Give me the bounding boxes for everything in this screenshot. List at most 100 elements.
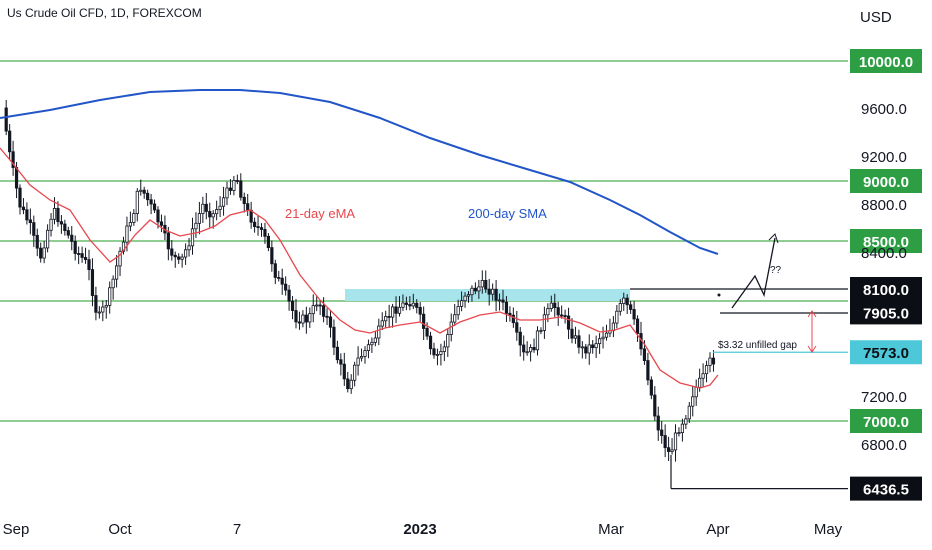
candle-body — [422, 313, 426, 329]
candle-body — [546, 308, 550, 316]
resistance-zone — [345, 289, 630, 301]
projection-path — [731, 237, 776, 309]
candle-body — [115, 265, 119, 280]
price-badge — [850, 277, 922, 301]
candle-body — [446, 334, 450, 348]
x-tick-label: Oct — [108, 521, 132, 538]
y-tick-label: 9600.0 — [861, 101, 907, 118]
candle-body — [201, 203, 205, 215]
price-badge-label: 6436.5 — [863, 482, 909, 499]
candle-body — [228, 187, 233, 191]
candle-body — [239, 180, 243, 198]
candle-body — [142, 189, 146, 194]
candle-body — [535, 330, 540, 351]
x-axis: Sep Oct 7 2023 Mar Apr May — [3, 521, 843, 538]
candle-body — [415, 302, 419, 308]
y-tick-label: 7200.0 — [861, 389, 907, 406]
candle-body — [259, 227, 264, 230]
candle-body — [680, 423, 685, 433]
candle-body — [256, 226, 260, 229]
candle-body — [515, 322, 519, 333]
candle-body — [359, 355, 364, 359]
candle-body — [453, 314, 457, 323]
candle-body — [635, 318, 640, 334]
candle-body — [384, 316, 388, 322]
candle-body — [146, 192, 150, 201]
candle-body — [539, 329, 543, 332]
candle-body — [287, 289, 291, 302]
candle-body — [632, 309, 636, 320]
price-badge — [850, 340, 922, 365]
candle-body — [35, 234, 39, 249]
candle-body — [387, 316, 391, 318]
marker-dot — [717, 293, 721, 297]
candle-body — [598, 338, 602, 345]
candle-body — [135, 190, 139, 214]
candle-body — [101, 306, 105, 313]
candle-body — [532, 347, 536, 351]
y-axis: 9600.0 9200.0 8800.0 8400.0 7200.0 6800.0 — [861, 101, 907, 454]
candle-body — [215, 209, 219, 215]
candle-body — [687, 405, 691, 420]
chart-title: Us Crude Oil CFD, 1D, FOREXCOM — [7, 6, 202, 20]
candle-body — [311, 305, 315, 315]
projection-annotation: ?? — [770, 265, 782, 276]
candle-body — [149, 199, 153, 205]
ema-label: 21-day eMA — [285, 206, 355, 221]
price-badge — [850, 300, 922, 325]
candle-body — [563, 315, 567, 317]
candle-body — [177, 256, 181, 260]
candle-body — [187, 245, 191, 251]
candle-body — [73, 241, 77, 254]
candle-body — [108, 287, 112, 306]
candle-body — [132, 213, 136, 223]
candle-body — [308, 313, 312, 323]
candle-body — [297, 321, 302, 324]
horizontal-levels — [0, 60, 848, 422]
candle-body — [477, 286, 481, 292]
candle-body — [18, 187, 22, 208]
candle-body — [432, 348, 436, 356]
candle-body — [111, 278, 115, 289]
candle-body — [315, 304, 319, 307]
candle-body — [97, 311, 101, 314]
candle-body — [411, 302, 415, 307]
candle-body — [604, 332, 609, 338]
annotations — [630, 233, 848, 490]
candle-body — [491, 288, 495, 295]
candle-body — [708, 357, 712, 366]
candle-body — [694, 386, 698, 398]
y-tick-label: 6800.0 — [861, 437, 907, 454]
candle-body — [166, 232, 170, 250]
candle-body — [701, 373, 705, 379]
candle-body — [673, 432, 678, 451]
candle-body — [70, 234, 74, 242]
candle-body — [542, 314, 547, 331]
candle-body — [183, 249, 188, 258]
candle-body — [684, 418, 688, 425]
candle-body — [66, 230, 70, 236]
candle-body — [553, 302, 557, 309]
candle-body — [273, 263, 277, 278]
candle-body — [670, 449, 674, 452]
candle-body — [263, 229, 267, 237]
candle-body — [211, 213, 215, 218]
candle-body — [425, 328, 429, 337]
candle-body — [698, 377, 702, 388]
x-tick-label: 2023 — [403, 521, 436, 538]
candle-body — [704, 365, 709, 375]
candle-body — [39, 247, 43, 259]
candle-body — [197, 213, 201, 224]
candle-body — [194, 222, 198, 230]
candle-body — [428, 335, 433, 350]
candle-body — [152, 203, 157, 211]
candle-body — [90, 269, 95, 296]
candle-body — [549, 302, 553, 309]
candle-body — [577, 335, 581, 348]
candle-body — [180, 256, 184, 260]
candle-body — [660, 429, 664, 436]
candle-body — [104, 304, 108, 308]
candle-body — [25, 209, 29, 221]
candle-body — [335, 346, 340, 361]
